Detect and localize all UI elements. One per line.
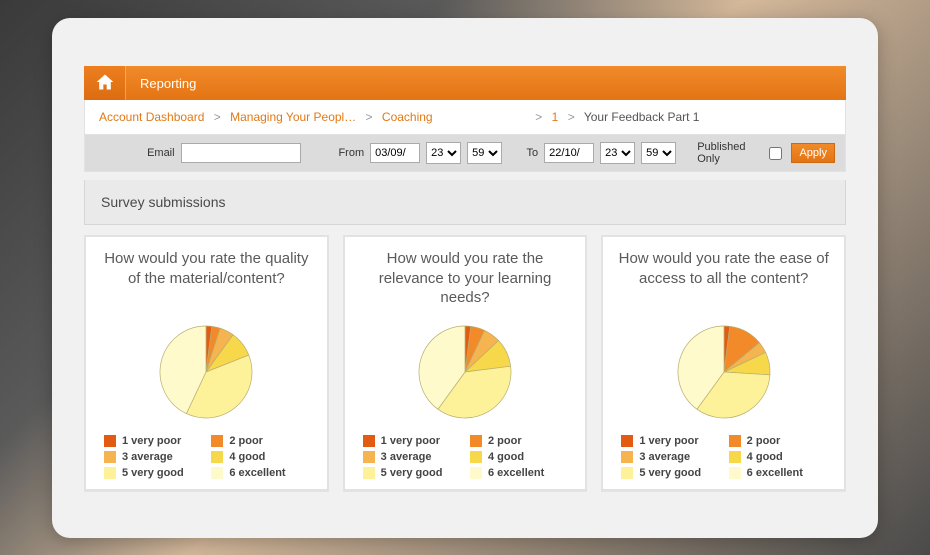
legend-item: 6 excellent [211,467,308,479]
legend-label: 2 poor [229,435,263,447]
legend-label: 4 good [488,451,524,463]
legend-item: 4 good [470,451,567,463]
legend-label: 6 excellent [229,467,285,479]
crumb-managing-people[interactable]: Managing Your Peopl… [230,110,356,124]
chart-legend: 1 very poor 2 poor 3 average 4 good 5 very g… [615,435,832,479]
legend-label: 4 good [747,451,783,463]
legend-swatch [211,451,223,463]
legend-swatch [470,467,482,479]
legend-label: 2 poor [488,435,522,447]
legend-item: 4 good [211,451,308,463]
legend-label: 5 very good [639,467,701,479]
legend-item: 1 very poor [104,435,201,447]
legend-item: 2 poor [211,435,308,447]
section-title: Survey submissions [84,180,846,225]
legend-swatch [621,467,633,479]
legend-item: 1 very poor [621,435,718,447]
legend-swatch [363,435,375,447]
to-hour-select[interactable]: 23 [600,142,635,164]
pie-chart [158,317,254,427]
published-only-label: Published Only [697,141,759,165]
legend-swatch [211,467,223,479]
crumb-sep: > [214,110,221,124]
crumb-sep: > [535,110,542,124]
legend-label: 6 excellent [747,467,803,479]
crumb-current: Your Feedback Part 1 [584,110,700,124]
legend-label: 3 average [381,451,432,463]
to-label: To [527,147,539,159]
legend-swatch [104,435,116,447]
chart-legend: 1 very poor 2 poor 3 average 4 good 5 very g… [357,435,574,479]
chart-legend: 1 very poor 2 poor 3 average 4 good 5 very g… [98,435,315,479]
chart-title: How would you rate the ease of access to… [615,249,832,311]
published-only-checkbox[interactable] [769,147,782,160]
legend-item: 6 excellent [729,467,826,479]
legend-swatch [729,451,741,463]
from-hour-select[interactable]: 23 [426,142,461,164]
legend-item: 5 very good [621,467,718,479]
to-date-field[interactable] [544,143,594,163]
charts-row: How would you rate the quality of the ma… [84,235,846,491]
legend-item: 4 good [729,451,826,463]
legend-swatch [621,435,633,447]
legend-item: 2 poor [470,435,567,447]
legend-item: 2 poor [729,435,826,447]
legend-label: 1 very poor [639,435,698,447]
from-date-field[interactable] [370,143,420,163]
legend-swatch [104,451,116,463]
to-min-select[interactable]: 59 [641,142,676,164]
crumb-page-1[interactable]: 1 [552,110,559,124]
pie-chart [676,317,772,427]
legend-item: 5 very good [363,467,460,479]
app-card: Reporting Account Dashboard > Managing Y… [52,18,878,538]
legend-item: 3 average [104,451,201,463]
crumb-sep: > [366,110,373,124]
legend-label: 3 average [122,451,173,463]
page-title: Reporting [126,66,210,100]
from-min-select[interactable]: 59 [467,142,502,164]
legend-label: 2 poor [747,435,781,447]
chart-title: How would you rate the quality of the ma… [98,249,315,311]
chart-card: How would you rate the quality of the ma… [84,235,329,491]
email-field[interactable] [181,143,301,163]
legend-swatch [621,451,633,463]
home-icon [95,72,115,95]
legend-label: 6 excellent [488,467,544,479]
legend-swatch [470,435,482,447]
chart-title: How would you rate the relevance to your… [357,249,574,311]
legend-item: 1 very poor [363,435,460,447]
crumb-coaching[interactable]: Coaching [382,110,433,124]
legend-swatch [104,467,116,479]
filter-bar: Email From 23 59 To 23 59 Published Only… [84,135,846,172]
legend-item: 5 very good [104,467,201,479]
topbar: Reporting [84,66,846,100]
legend-swatch [363,467,375,479]
crumb-sep: > [568,110,575,124]
chart-card: How would you rate the relevance to your… [343,235,588,491]
legend-swatch [211,435,223,447]
breadcrumb: Account Dashboard > Managing Your Peopl…… [84,100,846,135]
legend-label: 4 good [229,451,265,463]
legend-item: 6 excellent [470,467,567,479]
chart-card: How would you rate the ease of access to… [601,235,846,491]
crumb-account-dashboard[interactable]: Account Dashboard [99,110,204,124]
pie-chart [417,317,513,427]
email-label: Email [147,147,175,159]
legend-label: 1 very poor [381,435,440,447]
legend-item: 3 average [363,451,460,463]
apply-button[interactable]: Apply [791,143,835,163]
legend-swatch [470,451,482,463]
legend-item: 3 average [621,451,718,463]
from-label: From [338,147,364,159]
legend-label: 3 average [639,451,690,463]
legend-label: 5 very good [122,467,184,479]
legend-label: 1 very poor [122,435,181,447]
legend-swatch [729,435,741,447]
legend-label: 5 very good [381,467,443,479]
legend-swatch [729,467,741,479]
home-button[interactable] [84,66,126,100]
legend-swatch [363,451,375,463]
